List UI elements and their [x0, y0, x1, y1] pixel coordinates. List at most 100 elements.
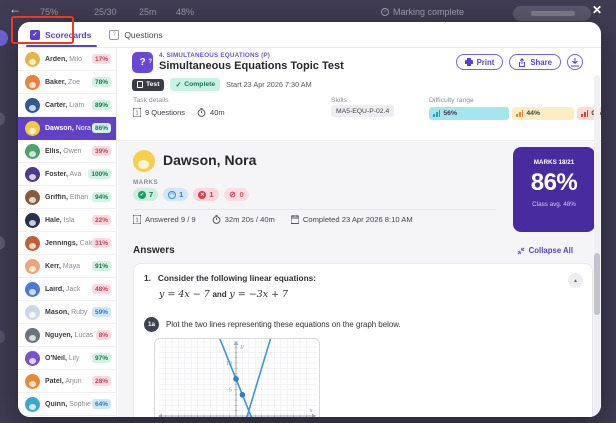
collapse-question-button[interactable]: ▲	[568, 273, 583, 288]
student-row[interactable]: Quinn, Sophie 64%	[18, 393, 116, 416]
answer-graph[interactable]: -10-5510510xy	[154, 338, 320, 417]
bar-chart-icon	[433, 110, 441, 117]
test-title: Simultaneous Equations Topic Test	[159, 60, 344, 72]
task-details-label: Task details	[133, 97, 169, 104]
correct-icon: ✓	[138, 190, 146, 199]
student-row[interactable]: Foster, Ava 100%	[18, 163, 116, 186]
svg-text:5: 5	[229, 388, 232, 394]
bar-chart-icon	[581, 110, 589, 117]
svg-text:10: 10	[226, 361, 232, 367]
dimmed-action-button[interactable]	[513, 6, 591, 21]
tab-label: Scorecards	[45, 29, 92, 40]
check-icon: ✓	[175, 81, 182, 89]
difficulty-range: 56%44%0%	[429, 107, 601, 120]
owl-avatar	[25, 350, 40, 366]
student-row[interactable]: Arden, Milo 17%	[18, 48, 116, 71]
marks-stat: 25/30	[94, 7, 117, 17]
caret-up-icon: ▲	[573, 277, 578, 284]
svg-text:x: x	[309, 408, 313, 414]
score-badge: 31%	[91, 238, 111, 248]
correct-count-chip: ✓ 7	[133, 188, 159, 201]
bear-avatar	[25, 189, 40, 205]
student-name: Patel, Arjun	[45, 377, 82, 385]
background-avatar-sliver	[0, 112, 5, 126]
score-badge: 78%	[91, 77, 111, 87]
background-avatar-sliver	[0, 30, 8, 46]
scorecard-main: ?? 4. SIMULTANEOUS EQUATIONS (P) Simulta…	[118, 48, 601, 417]
student-name: O'Neil, Lily	[45, 354, 80, 362]
student-row[interactable]: Ellis, Owen 39%	[18, 140, 116, 163]
score-percent: 86%	[530, 169, 578, 196]
marking-progress-icon: ✓	[381, 8, 389, 16]
student-name: Mason, Ruby	[45, 308, 88, 316]
tab-questions[interactable]: ? Questions	[109, 22, 163, 47]
score-badge: 17%	[91, 54, 111, 64]
turtle-avatar	[25, 143, 40, 159]
download-icon	[571, 57, 579, 66]
topic-test-icon: ??	[132, 52, 153, 73]
start-date: Start 23 Apr 2026 7:30 AM	[226, 80, 312, 89]
student-row[interactable]: Nguyen, Lucas 8%	[18, 324, 116, 347]
questions-tab-icon: ?	[109, 29, 120, 40]
student-row[interactable]: Laird, Jack 48%	[18, 278, 116, 301]
student-name: Quinn, Sophie	[45, 400, 91, 408]
scrollbar-thumb[interactable]	[594, 253, 600, 315]
score-badge: 97%	[91, 353, 111, 363]
bat-avatar	[25, 166, 40, 182]
scrollbar-track[interactable]	[594, 75, 600, 415]
marks-fraction: MARKS 18/21	[533, 159, 575, 166]
tab-label: Questions	[124, 29, 163, 40]
marking-status-label: Marking complete	[393, 7, 465, 17]
student-row[interactable]: Griffin, Ethan 94%	[18, 186, 116, 209]
collapse-all-button[interactable]: Collapse All	[517, 246, 573, 255]
fox-avatar	[25, 74, 40, 90]
student-name: Hale, Isla	[45, 216, 75, 224]
divider	[133, 209, 496, 210]
student-row[interactable]: Kerr, Maya 91%	[18, 255, 116, 278]
student-name: Jennings, Caleb	[45, 239, 92, 247]
student-row[interactable]: Hale, Isla 22%	[18, 209, 116, 232]
active-tab-underline	[26, 44, 98, 47]
student-row[interactable]: Jennings, Caleb31%	[18, 232, 116, 255]
background-task-header: ← 75% 25/30 25m 48% ✓ Marking complete	[0, 0, 616, 22]
tiger-avatar	[25, 373, 40, 389]
unattempted-icon: ⊘	[229, 189, 236, 199]
class-average: Class avg. 48%	[532, 201, 576, 208]
student-list-sidebar: Arden, Milo 17% Baker, Zoe 78% Carter, Liam 8…	[18, 48, 117, 417]
print-button[interactable]: Print	[455, 54, 504, 70]
lion-avatar	[25, 51, 40, 67]
student-row[interactable]: Dawson, Nora 86%	[18, 117, 116, 140]
status-chip: ✓ Complete	[170, 78, 221, 91]
completed-value: Completed 23 Apr 2026 8:10 AM	[302, 215, 413, 224]
student-row[interactable]: Baker, Zoe 78%	[18, 71, 116, 94]
question-card: 1. Consider the following linear equatio…	[133, 263, 593, 417]
back-arrow-icon[interactable]: ←	[9, 2, 21, 16]
print-icon	[464, 58, 473, 66]
download-button[interactable]	[567, 54, 583, 70]
student-row[interactable]: Patel, Arjun 28%	[18, 370, 116, 393]
scorecards-modal: ✓ Scorecards ? Questions Arden, Milo 17% B…	[18, 22, 601, 417]
equation-2: y = −3x + 7	[229, 289, 289, 300]
tab-scorecards[interactable]: ✓ Scorecards	[26, 22, 98, 47]
student-name: Arden, Milo	[45, 55, 82, 63]
score-badge: 8%	[95, 330, 111, 340]
rabbit-avatar	[25, 304, 40, 320]
class-avg-stat: 75%	[40, 7, 59, 17]
questions-count-icon: 1	[133, 108, 141, 117]
mark-count-chips: ✓ 7 ◠ 1 ✕ 1 ⊘ 0	[133, 188, 249, 201]
unattempted-count-chip: ⊘ 0	[223, 188, 249, 201]
score-badge: 48%	[91, 284, 111, 294]
student-row[interactable]: O'Neil, Lily 97%	[18, 347, 116, 370]
duration-icon	[197, 108, 206, 117]
skills-label: Skills	[331, 97, 347, 104]
time-spent-icon	[212, 215, 221, 224]
completed-icon	[290, 215, 299, 224]
collapse-icon	[517, 246, 525, 255]
test-icon	[137, 81, 143, 88]
skill-code-chip: MA5-EQU-P-02.4	[331, 105, 395, 117]
share-button[interactable]: Share	[509, 54, 561, 70]
close-icon[interactable]: ✕	[592, 3, 603, 17]
answers-title: Answers	[133, 245, 175, 256]
student-row[interactable]: Mason, Ruby 59%	[18, 301, 116, 324]
student-row[interactable]: Carter, Liam 89%	[18, 94, 116, 117]
